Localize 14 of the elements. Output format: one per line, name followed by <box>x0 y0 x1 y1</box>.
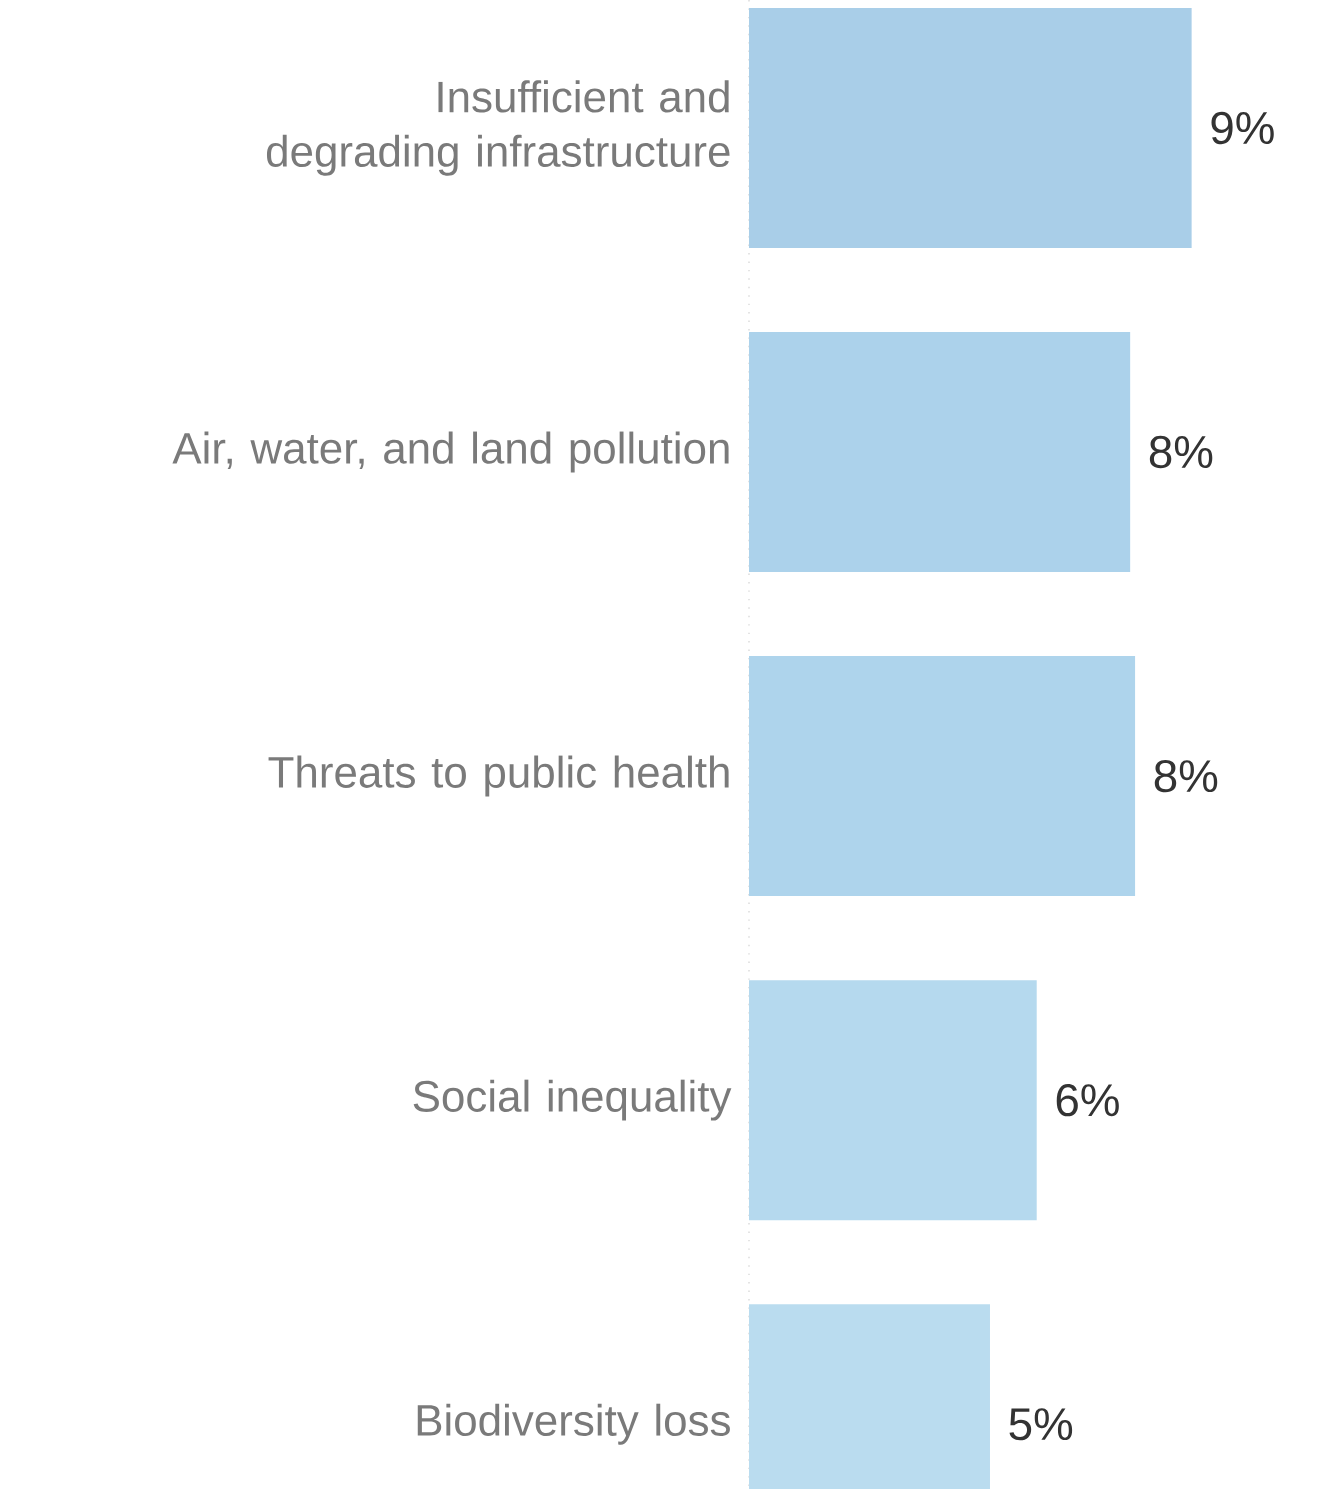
y-tick-label: Threats to public health <box>268 755 729 797</box>
y-tick-label: Biodiversity loss <box>417 1403 730 1445</box>
bar <box>749 332 1131 573</box>
bar <box>749 980 1037 1221</box>
bar <box>749 8 1192 249</box>
data-label: 6% <box>1056 1083 1119 1117</box>
y-tick-label: Insufficient and degrading infrastructure <box>266 80 730 176</box>
y-tick-label: Air, water, and land pollution <box>172 431 729 473</box>
bar <box>749 656 1136 897</box>
data-label: 9% <box>1211 111 1274 145</box>
data-label: 5% <box>1009 1408 1073 1441</box>
y-tick-label: Social inequality <box>413 1079 732 1121</box>
data-label: 8% <box>1149 435 1213 469</box>
data-label: 8% <box>1154 759 1218 793</box>
